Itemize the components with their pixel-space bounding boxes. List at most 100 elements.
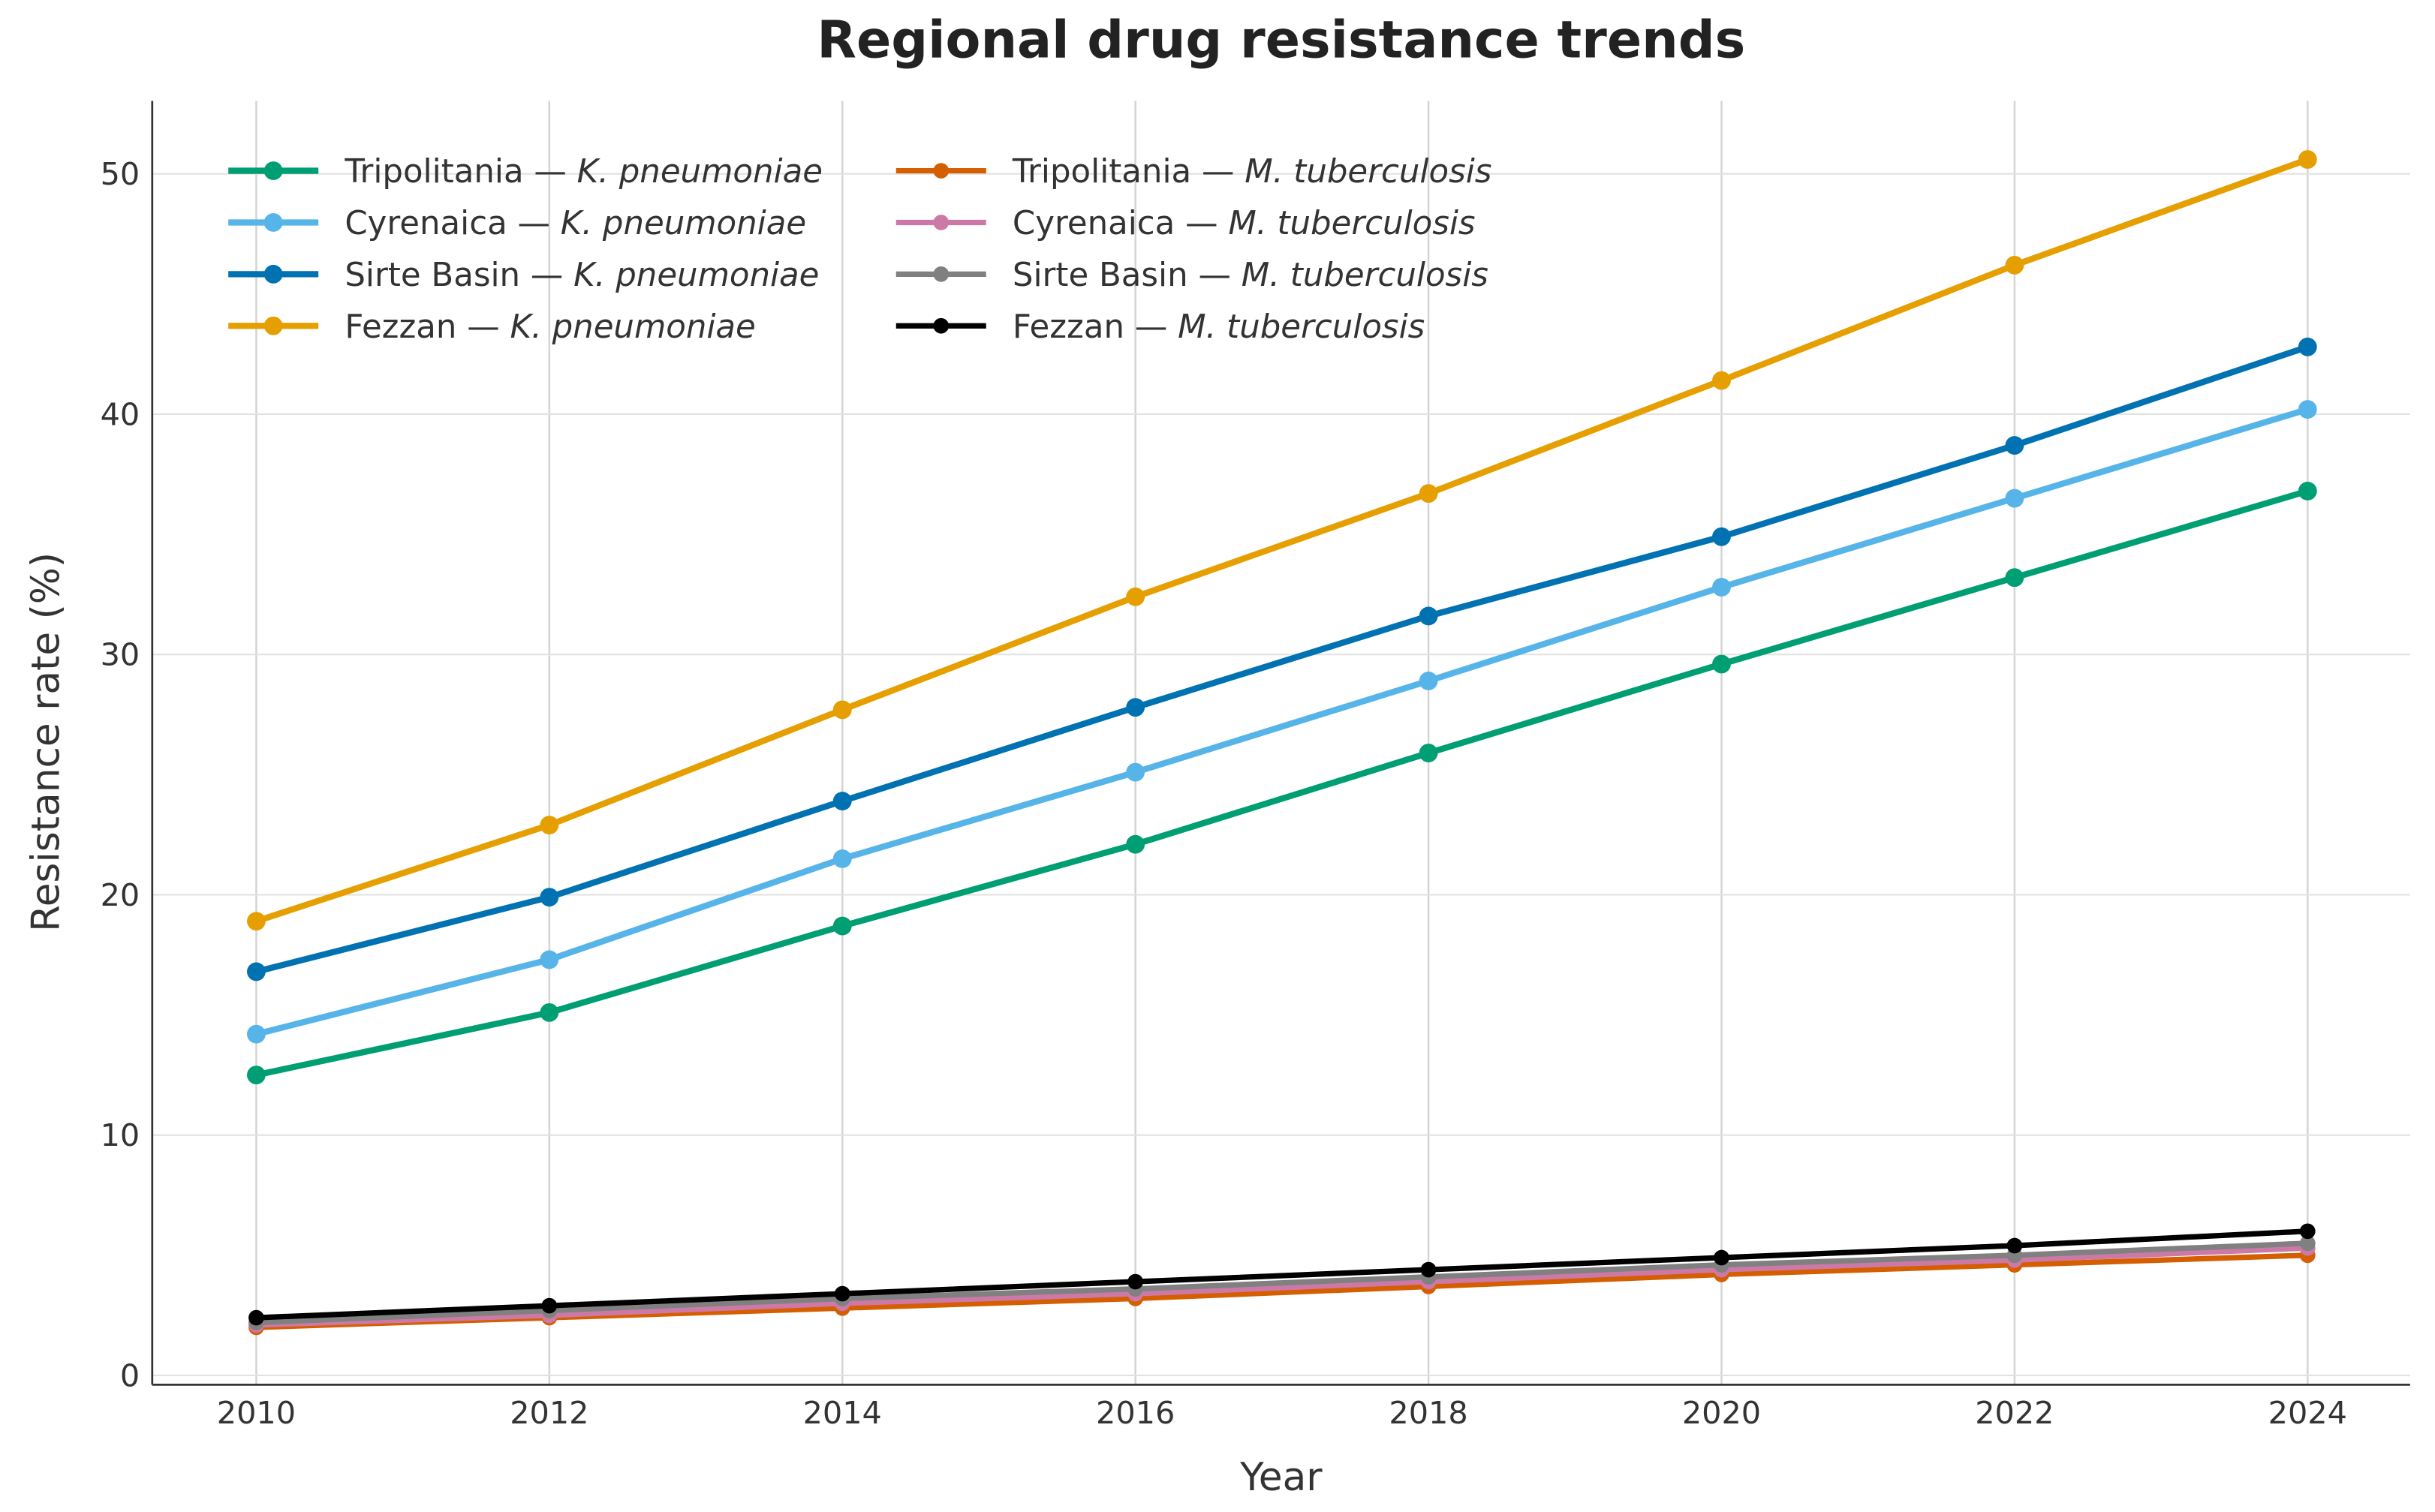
- data-point: [1127, 1273, 1143, 1290]
- legend-marker: [263, 213, 283, 232]
- legend-entry: Tripolitania — K. pneumoniae: [228, 153, 823, 191]
- legend-entry: Cyrenaica — K. pneumoniae: [228, 205, 806, 242]
- data-point: [832, 916, 852, 936]
- data-point: [2005, 255, 2024, 275]
- legend-region: Tripolitania: [344, 153, 523, 191]
- data-point: [2298, 400, 2317, 419]
- data-point: [1712, 578, 1731, 597]
- legend-label: Sirte Basin — M. tuberculosis: [1013, 257, 1488, 294]
- legend-species: M. tuberculosis: [1242, 257, 1488, 294]
- data-point: [1420, 1261, 1437, 1278]
- legend-marker: [933, 266, 950, 282]
- series-line: [255, 406, 2309, 1038]
- y-tick-label: 20: [101, 877, 140, 913]
- data-point: [1419, 744, 1438, 762]
- data-point: [1712, 654, 1731, 674]
- legend-species: M. tuberculosis: [1228, 205, 1475, 242]
- data-point: [832, 700, 852, 720]
- legend-region: Tripolitania: [1012, 153, 1191, 191]
- series-line: [256, 1252, 2308, 1330]
- series-sirte-basin-k-pneumoniae: [247, 337, 2317, 981]
- legend-separator: —: [1175, 205, 1228, 242]
- legend-separator: —: [456, 308, 510, 346]
- legend-species: K. pneumoniae: [561, 205, 806, 242]
- legend-region: Sirte Basin: [345, 257, 520, 294]
- series-line: [255, 344, 2309, 975]
- legend-species: K. pneumoniae: [510, 308, 755, 346]
- data-point: [2299, 1235, 2316, 1252]
- legend-separator: —: [507, 205, 561, 242]
- legend-marker: [933, 215, 950, 230]
- data-point: [540, 1002, 559, 1022]
- legend-entry: Sirte Basin — M. tuberculosis: [895, 257, 1488, 294]
- data-point: [1419, 484, 1438, 503]
- data-point: [1712, 527, 1731, 546]
- x-tick-label: 2018: [1389, 1395, 1467, 1431]
- data-point: [1714, 1249, 1729, 1266]
- series-line: [255, 488, 2309, 1078]
- data-point: [247, 962, 266, 981]
- data-point: [247, 912, 266, 931]
- x-tick-label: 2022: [1975, 1395, 2054, 1431]
- x-tick-label: 2010: [217, 1395, 296, 1431]
- data-point: [2299, 1223, 2316, 1240]
- x-axis-label: Year: [1239, 1455, 1323, 1500]
- x-tick-label: 2014: [803, 1395, 882, 1431]
- data-point: [1126, 762, 1145, 782]
- series-fezzan-m-tuberculosis: [248, 1223, 2316, 1326]
- data-point: [1419, 672, 1438, 690]
- legend-marker: [263, 264, 283, 284]
- data-point: [541, 1297, 558, 1314]
- data-point: [247, 1024, 266, 1044]
- legend-marker: [933, 163, 950, 179]
- axes: [151, 101, 2410, 1386]
- data-point: [832, 792, 852, 810]
- legend-entry: Tripolitania — M. tuberculosis: [895, 153, 1492, 191]
- legend-label: Fezzan — M. tuberculosis: [1013, 308, 1425, 346]
- series-line: [256, 1245, 2308, 1328]
- data-point: [540, 950, 559, 969]
- data-point: [2005, 568, 2024, 588]
- legend-region: Cyrenaica: [345, 205, 507, 242]
- legend-entry: Fezzan — M. tuberculosis: [895, 308, 1425, 346]
- series-line: [256, 1240, 2308, 1326]
- series-tripolitania-k-pneumoniae: [247, 482, 2317, 1085]
- data-point: [2006, 1237, 2023, 1254]
- y-axis-label: Resistance rate (%): [24, 552, 69, 932]
- legend-region: Sirte Basin: [1013, 257, 1188, 294]
- legend-region: Fezzan: [1013, 308, 1124, 346]
- series-line: [256, 1228, 2308, 1321]
- legend-separator: —: [524, 153, 577, 191]
- legend-separator: —: [1191, 153, 1245, 191]
- data-point: [834, 1285, 850, 1302]
- legend-marker: [933, 317, 950, 334]
- series-group: [247, 150, 2317, 1336]
- gridlines: [152, 101, 2410, 1385]
- data-point: [2298, 482, 2317, 500]
- data-point: [1419, 606, 1438, 626]
- x-tick-label: 2016: [1096, 1395, 1175, 1431]
- legend-species: K. pneumoniae: [573, 257, 819, 294]
- legend-label: Cyrenaica — M. tuberculosis: [1013, 205, 1476, 242]
- data-point: [832, 849, 852, 868]
- data-point: [1712, 371, 1731, 390]
- data-point: [248, 1309, 264, 1326]
- legend-species: M. tuberculosis: [1178, 308, 1425, 346]
- series-line: [255, 156, 2309, 924]
- y-tick-label: 30: [101, 637, 140, 673]
- data-point: [1126, 698, 1145, 717]
- series-cyrenaica-k-pneumoniae: [247, 400, 2317, 1044]
- legend-entry: Cyrenaica — M. tuberculosis: [895, 205, 1476, 242]
- y-tick-label: 0: [120, 1357, 140, 1393]
- x-tick-labels: 2010 2012 2014 2016 2018 2020 2022 2024: [217, 1395, 2347, 1431]
- chart-title: Regional drug resistance trends: [817, 11, 1745, 71]
- y-tick-label: 40: [101, 396, 140, 432]
- legend-label: Tripolitania — M. tuberculosis: [1012, 153, 1492, 191]
- legend-marker: [263, 316, 283, 335]
- y-tick-label: 10: [101, 1117, 140, 1153]
- x-tick-label: 2020: [1682, 1395, 1761, 1431]
- x-tick-label: 2024: [2268, 1395, 2347, 1431]
- data-point: [540, 816, 559, 834]
